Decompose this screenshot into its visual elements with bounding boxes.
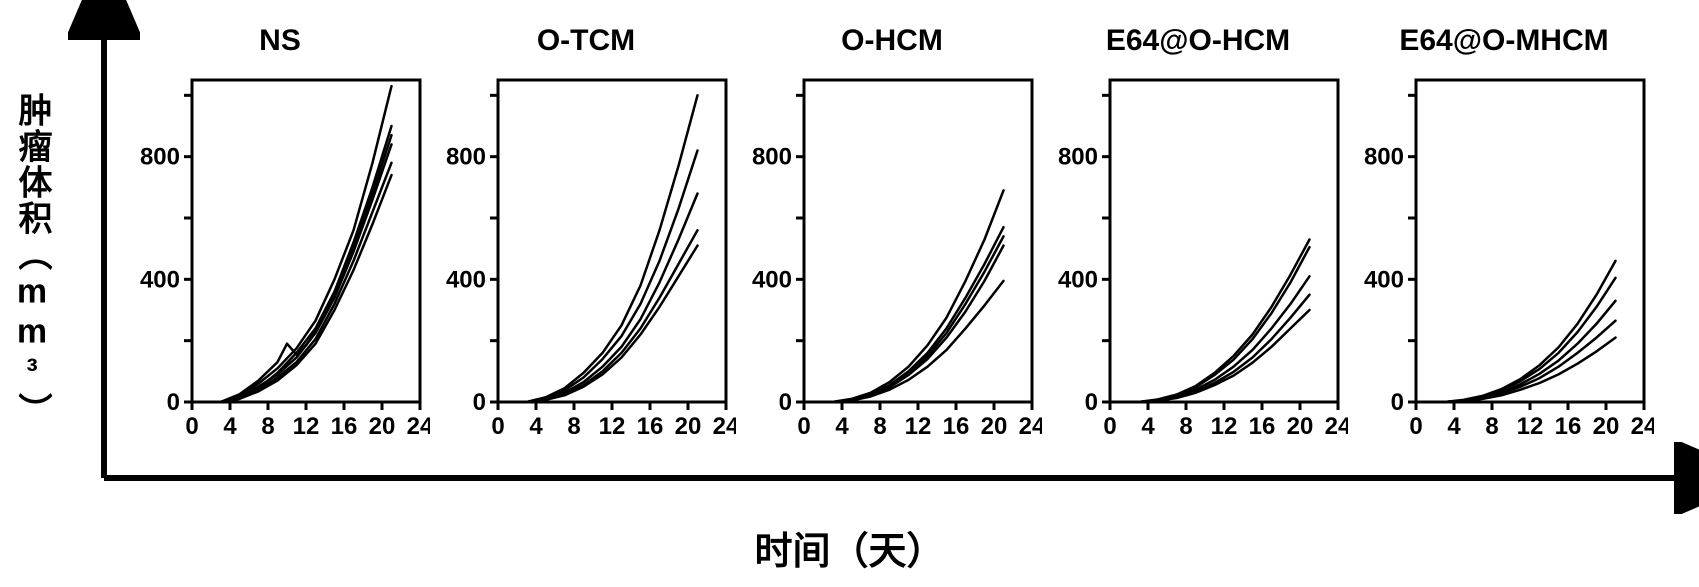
x-tick-label: 0 xyxy=(491,413,504,440)
series-line xyxy=(221,135,392,402)
series-line xyxy=(833,281,1004,402)
panel-plot: 040080004812162024 xyxy=(742,70,1042,450)
x-tick-label: 4 xyxy=(1447,413,1461,440)
x-tick-label: 8 xyxy=(261,413,274,440)
y-tick-label: 800 xyxy=(140,144,180,171)
x-tick-label: 16 xyxy=(637,413,664,440)
x-tick-label: 24 xyxy=(407,413,430,440)
y-tick-label: 400 xyxy=(1058,266,1098,293)
x-tick-label: 12 xyxy=(1517,413,1544,440)
y-tick-label: 800 xyxy=(752,144,792,171)
panel-plot: 040080004812162024 xyxy=(436,70,736,450)
panel-plot: 040080004812162024 xyxy=(130,70,430,450)
x-tick-label: 4 xyxy=(835,413,849,440)
panel-title: NS xyxy=(130,24,430,58)
y-tick-label: 400 xyxy=(446,266,486,293)
series-line xyxy=(527,246,698,402)
y-axis-label-text: 肿瘤体积（mm³） xyxy=(13,92,51,428)
y-axis-label: 肿瘤体积（mm³） xyxy=(8,92,57,428)
y-tick-label: 0 xyxy=(779,389,792,416)
series-line xyxy=(833,236,1004,402)
x-tick-label: 12 xyxy=(599,413,626,440)
x-tick-label: 16 xyxy=(1249,413,1276,440)
x-tick-label: 12 xyxy=(905,413,932,440)
panel-title: E64@O-MHCM xyxy=(1354,24,1654,58)
x-tick-label: 12 xyxy=(1211,413,1238,440)
panels-row: NS040080004812162024O-TCM040080004812162… xyxy=(130,70,1654,450)
y-tick-label: 0 xyxy=(1085,389,1098,416)
y-tick-label: 0 xyxy=(167,389,180,416)
x-tick-label: 0 xyxy=(797,413,810,440)
y-tick-label: 0 xyxy=(473,389,486,416)
y-tick-label: 0 xyxy=(1391,389,1404,416)
x-tick-label: 8 xyxy=(1179,413,1192,440)
x-tick-label: 0 xyxy=(185,413,198,440)
x-tick-label: 24 xyxy=(1631,413,1654,440)
y-tick-label: 400 xyxy=(752,266,792,293)
series-line xyxy=(221,163,392,402)
y-tick-label: 800 xyxy=(1058,144,1098,171)
x-tick-label: 0 xyxy=(1409,413,1422,440)
x-tick-label: 8 xyxy=(1485,413,1498,440)
x-tick-label: 4 xyxy=(223,413,237,440)
x-tick-label: 0 xyxy=(1103,413,1116,440)
series-line xyxy=(1445,321,1616,402)
x-tick-label: 8 xyxy=(873,413,886,440)
x-tick-label: 24 xyxy=(713,413,736,440)
panel-title: E64@O-HCM xyxy=(1048,24,1348,58)
series-line xyxy=(1445,338,1616,402)
x-tick-label: 20 xyxy=(675,413,702,440)
panel-1: O-TCM040080004812162024 xyxy=(436,70,736,450)
x-tick-label: 24 xyxy=(1019,413,1042,440)
panel-plot: 040080004812162024 xyxy=(1048,70,1348,450)
series-line xyxy=(221,126,392,402)
x-tick-label: 20 xyxy=(1287,413,1314,440)
x-tick-label: 12 xyxy=(293,413,320,440)
panel-2: O-HCM040080004812162024 xyxy=(742,70,1042,450)
x-tick-label: 16 xyxy=(331,413,358,440)
series-line xyxy=(833,246,1004,402)
y-tick-label: 800 xyxy=(1364,144,1404,171)
x-tick-label: 16 xyxy=(943,413,970,440)
panel-title: O-HCM xyxy=(742,24,1042,58)
panel-title: O-TCM xyxy=(436,24,736,58)
figure-root: 肿瘤体积（mm³） 时间（天） NS040080004812162024O-TC… xyxy=(0,0,1699,587)
x-axis-label-text: 时间（天） xyxy=(754,531,944,573)
panel-0: NS040080004812162024 xyxy=(130,70,430,450)
series-line xyxy=(833,190,1004,402)
panel-4: E64@O-MHCM040080004812162024 xyxy=(1354,70,1654,450)
x-tick-label: 8 xyxy=(567,413,580,440)
y-tick-label: 400 xyxy=(1364,266,1404,293)
x-tick-label: 24 xyxy=(1325,413,1348,440)
y-tick-label: 800 xyxy=(446,144,486,171)
x-tick-label: 20 xyxy=(369,413,396,440)
panel-plot: 040080004812162024 xyxy=(1354,70,1654,450)
x-axis-label: 时间（天） xyxy=(754,520,944,575)
x-tick-label: 4 xyxy=(1141,413,1155,440)
x-tick-label: 16 xyxy=(1555,413,1582,440)
x-tick-label: 20 xyxy=(1593,413,1620,440)
x-tick-label: 20 xyxy=(981,413,1008,440)
x-tick-label: 4 xyxy=(529,413,543,440)
y-tick-label: 400 xyxy=(140,266,180,293)
panel-3: E64@O-HCM040080004812162024 xyxy=(1048,70,1348,450)
